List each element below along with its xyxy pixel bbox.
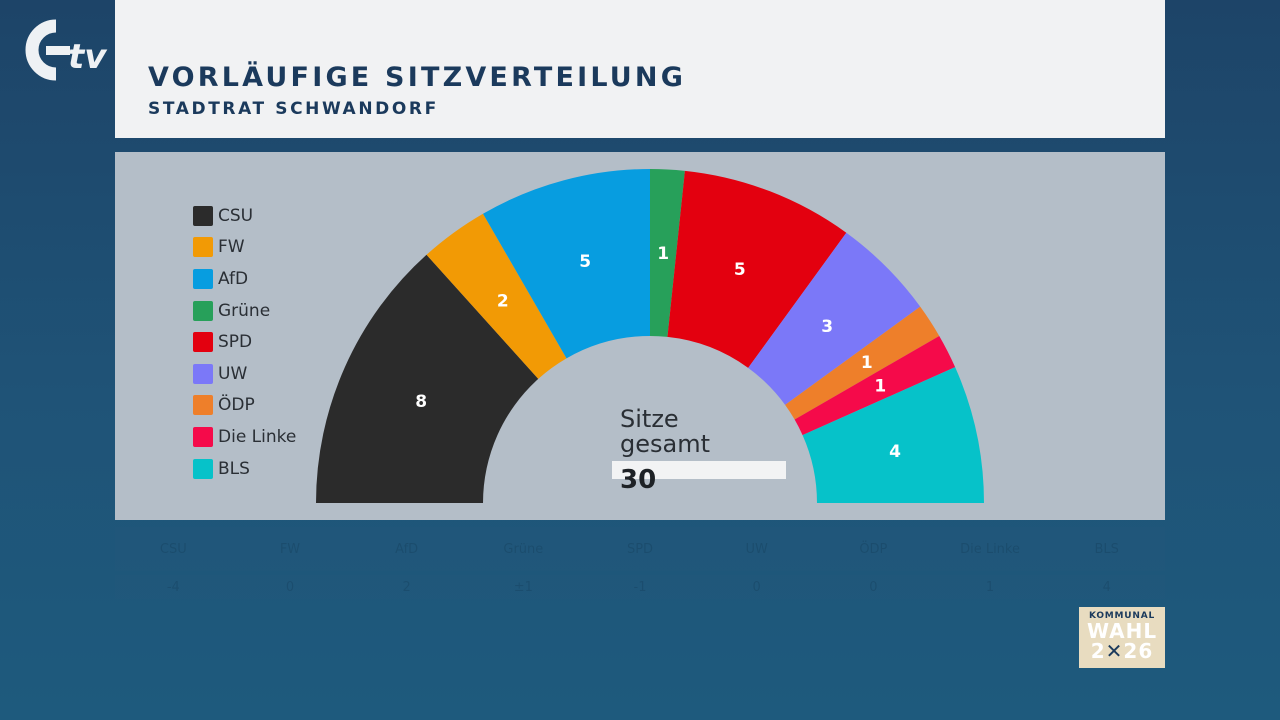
table-header-cell: SPD: [626, 541, 654, 557]
table-value-cell: ±1: [513, 579, 533, 595]
legend-item: ÖDP: [193, 390, 296, 422]
seat-count-label: 5: [579, 252, 591, 272]
seat-segment-spd: [667, 170, 847, 368]
seat-segment-afd: [483, 169, 650, 359]
table-value-cell: -4: [166, 579, 180, 595]
page-subtitle: STADTRAT SCHWANDORF: [148, 99, 439, 119]
legend-label: BLS: [218, 458, 250, 479]
seat-segment-bls: [802, 367, 984, 503]
legend-swatch-icon: [193, 332, 213, 353]
svg-text:tv: tv: [68, 37, 108, 77]
table-value-cell: 1: [985, 579, 995, 595]
seat-count-label: 3: [821, 317, 833, 337]
badge-line2: WAHL: [1086, 619, 1158, 643]
seat-segment-fw: [426, 213, 567, 379]
total-label-line1: Sitze: [620, 405, 679, 433]
total-label-line2: gesamt: [620, 430, 710, 458]
legend-swatch-icon: [193, 395, 213, 416]
badge-line1: KOMMUNAL: [1088, 611, 1156, 621]
seat-segment-csu: [316, 254, 539, 503]
legend-label: ÖDP: [218, 395, 255, 416]
legend-swatch-icon: [193, 268, 213, 289]
kommunalwahl-2026-badge: KOMMUNAL WAHL 2✕26: [1079, 607, 1165, 668]
table-value-cell: 2: [402, 579, 411, 595]
table-value-cell: 4: [1102, 579, 1111, 595]
page-title: VORLÄUFIGE SITZVERTEILUNG: [148, 62, 687, 93]
legend-item: CSU: [193, 200, 296, 232]
seat-segment-uw: [748, 232, 921, 405]
table-value-row: -4 0 2 ±1 -1 0 0 1 4: [115, 575, 1165, 599]
table-header-cell: FW: [279, 541, 301, 557]
legend-swatch-icon: [193, 426, 213, 447]
header-banner: VORLÄUFIGE SITZVERTEILUNG STADTRAT SCHWA…: [115, 0, 1165, 138]
table-header-cell: Die Linke: [960, 541, 1020, 557]
legend-label: UW: [218, 363, 248, 384]
seat-count-label: 1: [874, 377, 886, 397]
table-value-cell: 0: [752, 579, 761, 595]
legend-label: Die Linke: [218, 426, 297, 447]
legend-item: BLS: [193, 453, 296, 485]
table-header-cell: Grüne: [503, 541, 544, 557]
total-seats-value: 30: [620, 465, 657, 495]
legend-swatch-icon: [193, 237, 213, 258]
otv-logo: tv: [16, 18, 126, 84]
legend-label: SPD: [218, 332, 253, 353]
legend-item: SPD: [193, 326, 296, 358]
legend-item: Grüne: [193, 295, 296, 327]
total-underline-bar: [612, 461, 786, 479]
total-seats-annotation: Sitze gesamt 30: [612, 405, 786, 495]
seat-count-label: 2: [497, 291, 509, 311]
table-header-cell: BLS: [1094, 541, 1119, 557]
seat-count-label: 4: [889, 442, 901, 462]
table-value-cell: -1: [633, 579, 647, 595]
seat-change-table: CSU FW AfD Grüne SPD UW ÖDP Die Linke BLS -4 0 2 ±1…: [115, 527, 1165, 601]
table-value-cell: 0: [869, 579, 878, 595]
legend-swatch-icon: [193, 205, 213, 226]
table-header-row: CSU FW AfD Grüne SPD UW ÖDP Die Linke BLS: [115, 527, 1165, 571]
seat-count-label: 1: [861, 353, 873, 373]
table-value-cell: 0: [285, 579, 295, 595]
legend-item: AfD: [193, 263, 296, 295]
legend-item: UW: [193, 358, 296, 390]
table-header-cell: UW: [745, 541, 768, 557]
seat-segment-grüne: [650, 169, 685, 337]
chart-legend: CSU FW AfD Grüne SPD UW ÖDP Die Linke BLS: [193, 200, 296, 484]
badge-year: 2✕26: [1090, 639, 1154, 663]
otv-logo-icon: tv: [25, 19, 108, 81]
ballot-cross-icon: ✕: [1105, 639, 1124, 663]
table-header-cell: ÖDP: [859, 541, 888, 557]
legend-item: Die Linke: [193, 421, 296, 453]
legend-label: FW: [218, 237, 245, 258]
seat-segment-ödp: [785, 306, 940, 420]
seat-count-label: 5: [734, 260, 746, 280]
legend-swatch-icon: [193, 363, 213, 384]
legend-item: FW: [193, 232, 296, 264]
legend-label: CSU: [218, 205, 254, 226]
seat-count-label: 1: [657, 244, 669, 264]
seat-count-label: 8: [415, 392, 427, 412]
legend-swatch-icon: [193, 458, 213, 479]
table-header-cell: AfD: [395, 541, 419, 557]
legend-swatch-icon: [193, 300, 213, 321]
legend-label: AfD: [218, 268, 249, 289]
seat-segment-die-linke: [794, 336, 956, 436]
legend-label: Grüne: [218, 300, 271, 321]
table-header-cell: CSU: [159, 541, 187, 557]
